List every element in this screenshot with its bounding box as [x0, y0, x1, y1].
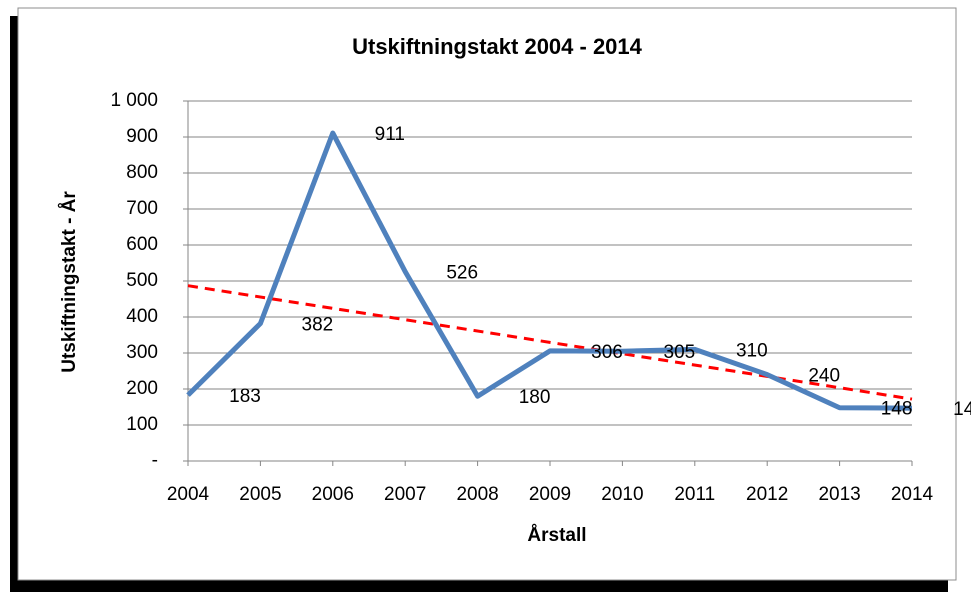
data-label: 183: [229, 386, 261, 407]
trendline: [187, 284, 913, 401]
y-tick-label: 300: [126, 342, 158, 363]
data-label: 382: [302, 314, 334, 335]
x-tick-label: 2007: [384, 484, 426, 505]
y-tick-label: 200: [126, 378, 158, 399]
x-tick-label: 2005: [239, 484, 281, 505]
chart-title: Utskiftningstakt 2004 - 2014: [352, 34, 643, 59]
x-tick-label: 2006: [312, 484, 354, 505]
frame: [17, 7, 957, 581]
y-tick-label: 100: [126, 414, 158, 435]
y-tick-label: 600: [126, 234, 158, 255]
y-tick-label: 700: [126, 198, 158, 219]
x-tick-label: 2011: [674, 484, 715, 505]
y-tick-label: 500: [126, 270, 158, 291]
y-tick-label: 400: [126, 306, 158, 327]
x-axis-title: Årstall: [527, 525, 586, 546]
data-label: 148: [881, 399, 913, 420]
x-tick-label: 2008: [456, 484, 498, 505]
data-label: 240: [808, 366, 840, 387]
x-tick-label: 2012: [746, 484, 788, 505]
x-tick-label: 2009: [529, 484, 571, 505]
y-tick-label: -: [152, 450, 158, 471]
y-tick-label: 1 000: [110, 90, 158, 111]
x-tick-label: 2014: [891, 484, 934, 505]
y-tick-label: 900: [126, 126, 158, 147]
x-tick-label: 2010: [601, 484, 643, 505]
x-tick-label: 2013: [818, 484, 860, 505]
data-label: 180: [519, 387, 551, 408]
data-label: 526: [446, 263, 478, 284]
y-tick-label: 800: [126, 162, 158, 183]
data-label: 911: [375, 124, 405, 145]
data-label: 310: [736, 340, 768, 361]
data-label: 306: [591, 342, 623, 363]
x-tick-label: 2004: [167, 484, 210, 505]
y-axis-title: Utskiftningstakt - År: [59, 191, 80, 373]
data-label: 147: [953, 399, 971, 420]
data-label: 305: [664, 342, 696, 363]
data-line: [186, 130, 913, 411]
